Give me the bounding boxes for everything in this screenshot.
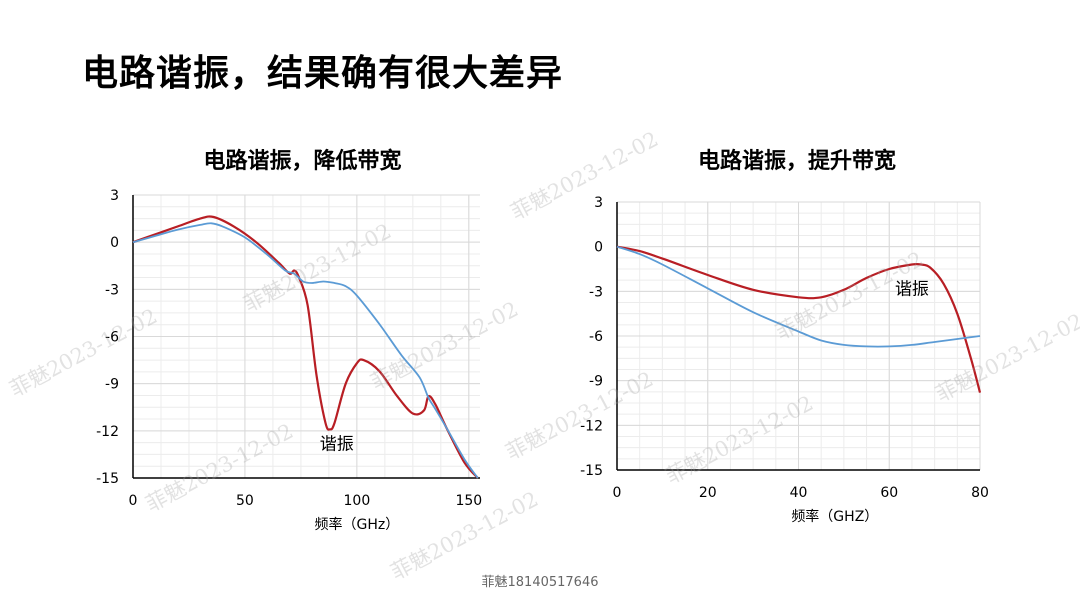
y-tick-label: -6: [105, 330, 119, 346]
y-tick-label: 3: [110, 188, 119, 204]
y-tick-label: 0: [110, 235, 119, 251]
chart-title-right: 电路谐振，提升带宽: [697, 149, 896, 174]
chart-left: 3 0 -3 -6 -9 -12 -15 0 50 100 150 频率（GHz） 谐振: [96, 188, 482, 533]
y-tick-label: -15: [96, 471, 119, 487]
chart-right: 3 0 -3 -6 -9 -12 -15 0 20 40 60 80 频率（GHZ） 谐振: [580, 195, 989, 525]
series-line-red: [132, 215, 479, 479]
y-tick-label: 3: [594, 195, 603, 211]
x-tick-label: 20: [699, 485, 717, 501]
annotation-label: 谐振: [895, 279, 929, 299]
y-tick-label: -9: [105, 377, 119, 393]
series-line-blue: [616, 245, 981, 348]
chart-title-left: 电路谐振，降低带宽: [203, 149, 402, 174]
y-tick-label: -6: [589, 329, 603, 345]
x-axis-label: 频率（GHz）: [315, 516, 400, 533]
x-tick-label: 0: [129, 493, 138, 509]
x-tick-label: 100: [344, 493, 371, 509]
x-tick-label: 50: [236, 493, 254, 509]
y-tick-label: -3: [589, 284, 603, 300]
series-line-red: [616, 245, 982, 393]
series-line-blue: [132, 222, 479, 479]
x-tick-label: 80: [971, 485, 989, 501]
x-tick-label: 0: [613, 485, 622, 501]
x-tick-label: 150: [455, 493, 482, 509]
annotation-label: 谐振: [320, 435, 354, 455]
x-axis-label: 频率（GHZ）: [791, 508, 878, 525]
y-tick-label: 0: [594, 240, 603, 256]
y-tick-label: -12: [96, 424, 119, 440]
x-tick-label: 60: [880, 485, 898, 501]
footer-contact: 菲魅18140517646: [481, 575, 599, 590]
y-tick-label: -9: [589, 374, 603, 390]
y-tick-label: -15: [580, 463, 603, 479]
x-tick-label: 40: [790, 485, 808, 501]
y-tick-label: -3: [105, 282, 119, 298]
slide-title: 电路谐振，结果确有很大差异: [82, 53, 564, 94]
y-tick-label: -12: [580, 418, 603, 434]
